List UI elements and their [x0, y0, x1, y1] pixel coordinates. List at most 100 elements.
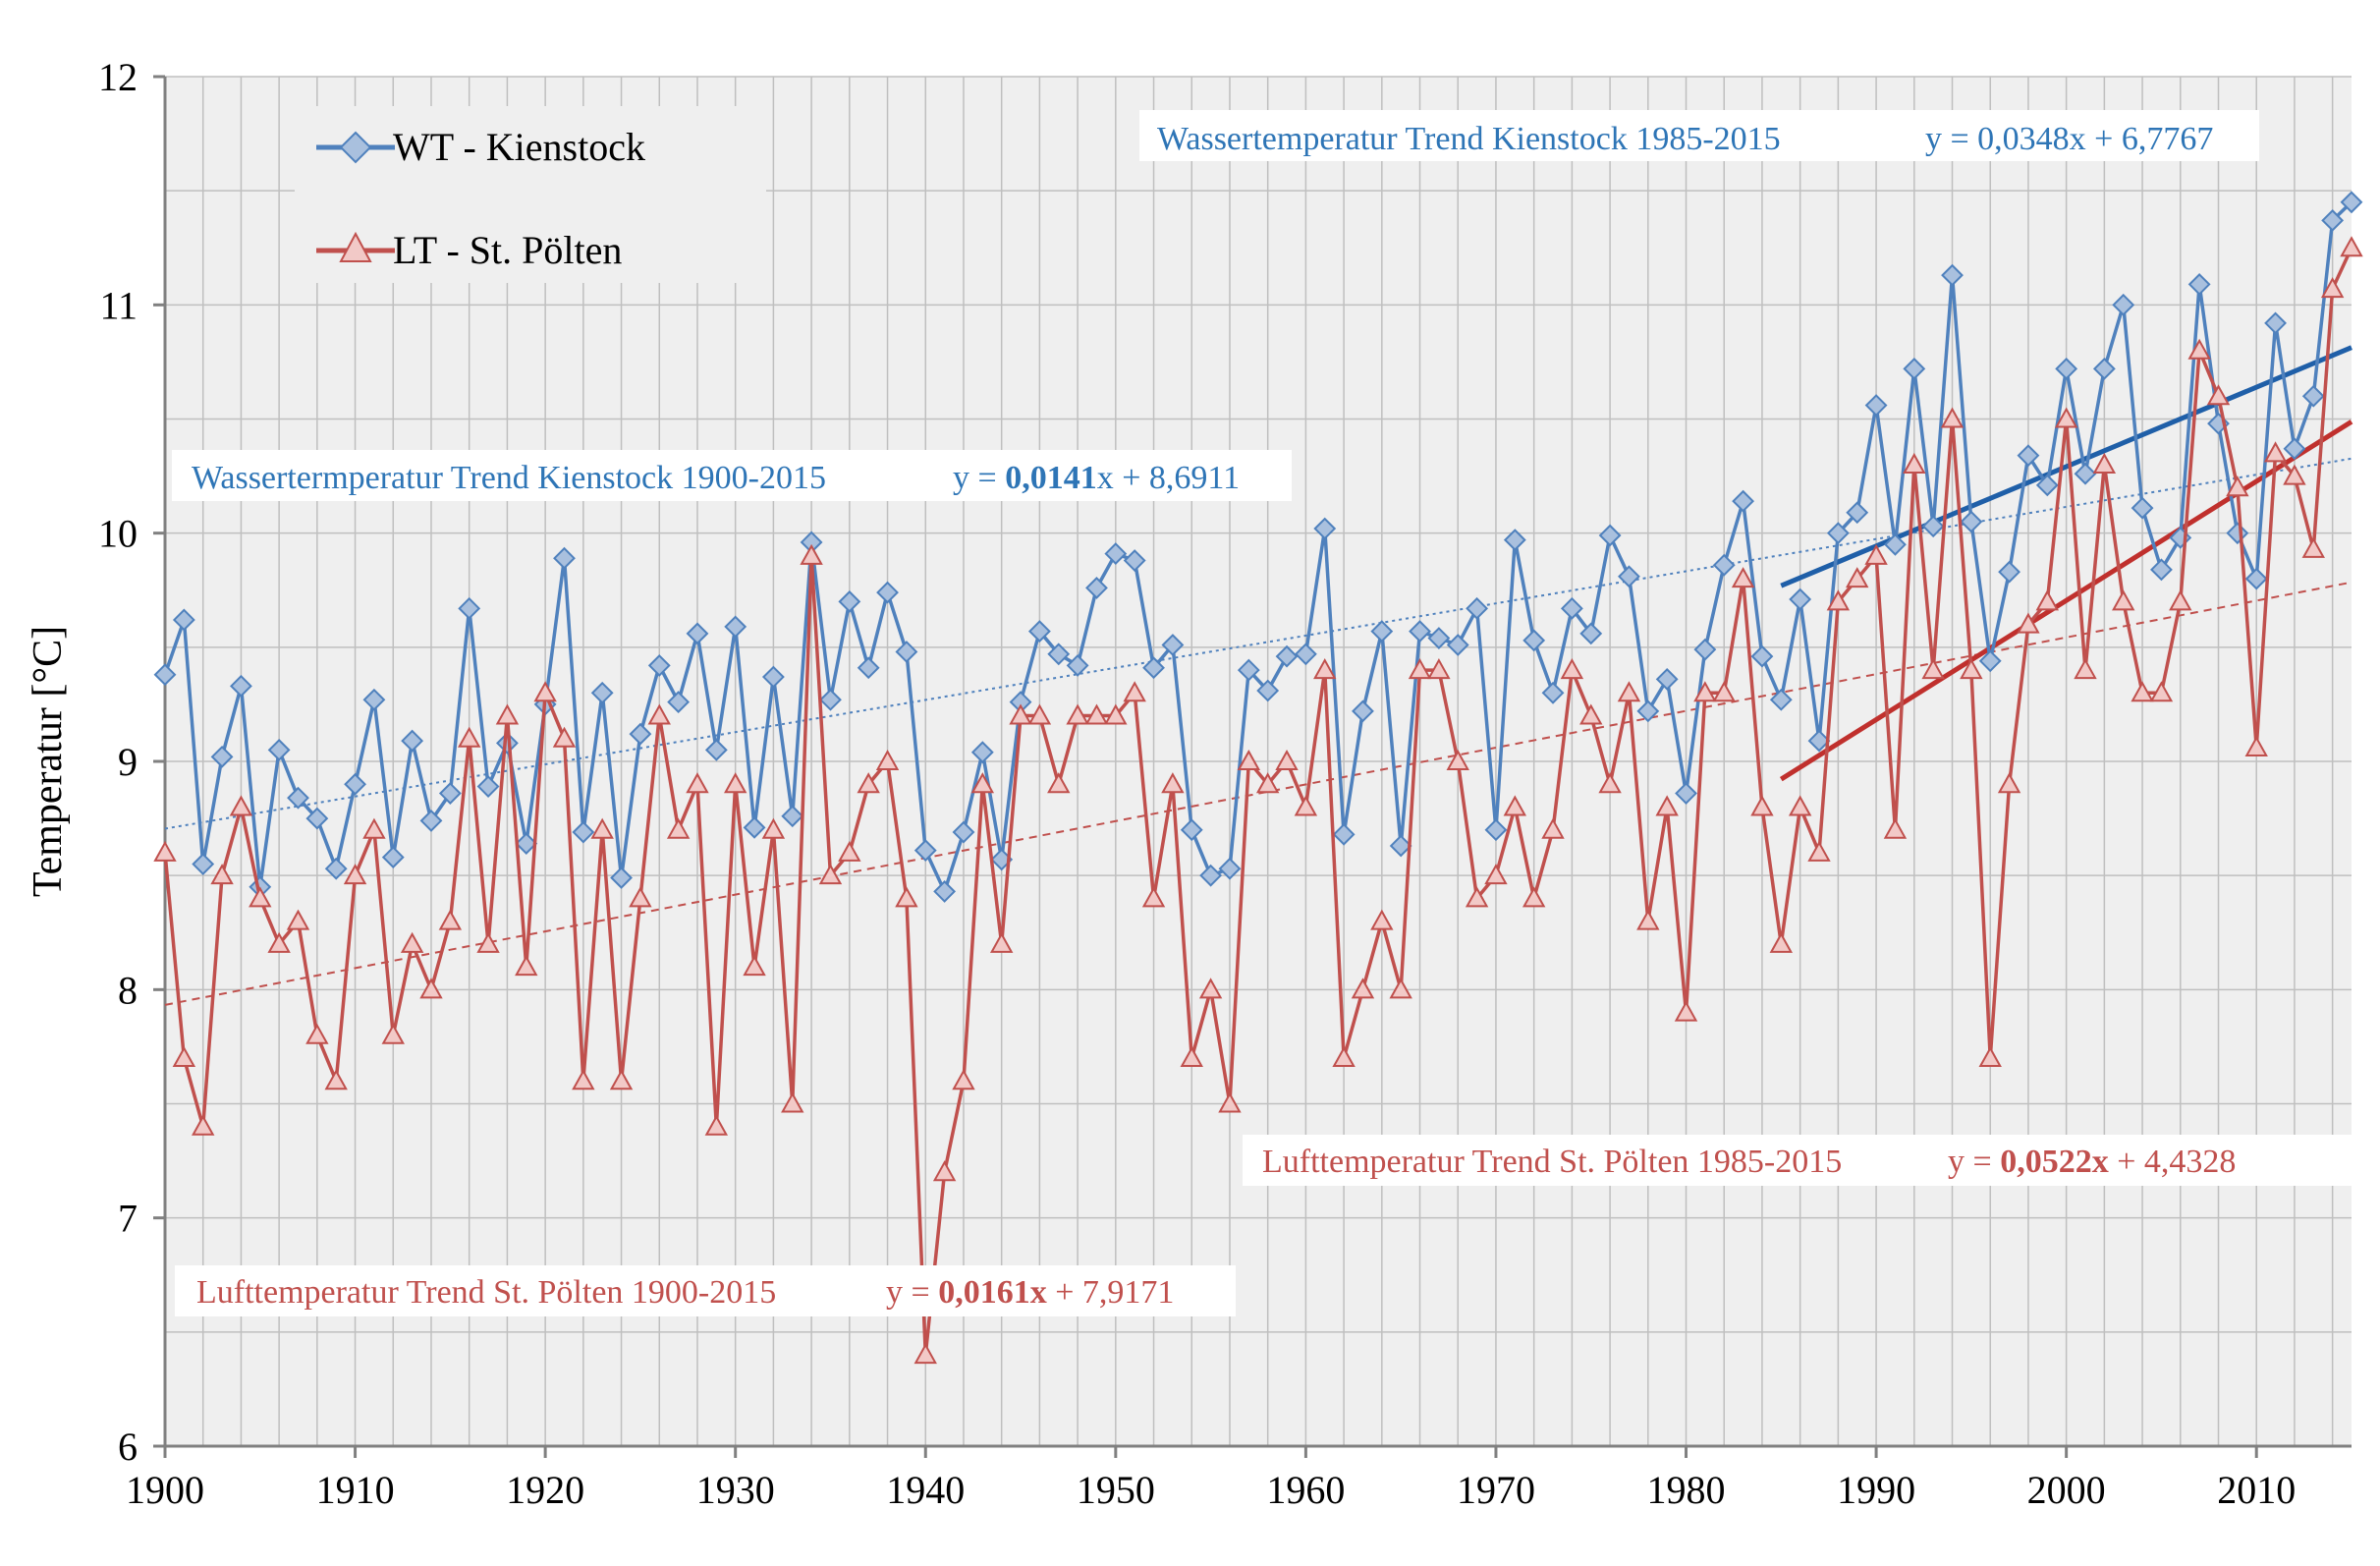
- trend-line: [1779, 419, 2353, 782]
- data-point: [1712, 553, 1736, 577]
- data-point: [1960, 510, 1983, 533]
- wt-long-eq-prefix: y =: [953, 460, 1005, 496]
- data-point: [2112, 293, 2135, 316]
- y-axis-label: Temperatur [°C]: [26, 626, 71, 897]
- data-point: [192, 853, 215, 875]
- data-point: [1732, 489, 1755, 513]
- data-point: [1826, 522, 1850, 545]
- data-point: [1218, 1091, 1242, 1113]
- legend-box: [295, 106, 766, 283]
- data-point: [2263, 441, 2288, 463]
- data-point: [1997, 772, 2021, 794]
- data-point: [1409, 620, 1431, 643]
- data-point: [1066, 703, 1089, 725]
- data-point: [838, 840, 861, 862]
- data-point: [1807, 840, 1831, 862]
- y-tick-label: 12: [98, 55, 138, 99]
- lt-long-trend-label: Lufttemperatur Trend St. Pölten 1900-201…: [196, 1274, 776, 1311]
- data-point: [2320, 277, 2345, 299]
- data-point: [1142, 656, 1165, 680]
- lt-short-eq-suffix: + 4,4328: [2109, 1144, 2237, 1180]
- data-point: [629, 722, 652, 746]
- lt-short-trend-label: Lufttemperatur Trend St. Pölten 1985-201…: [1262, 1144, 1842, 1180]
- data-point: [1921, 658, 1945, 680]
- data-point: [1503, 795, 1527, 816]
- data-point: [400, 931, 424, 953]
- data-point: [1655, 795, 1679, 816]
- data-point: [305, 1023, 329, 1044]
- data-point: [1522, 886, 1546, 908]
- data-point: [1370, 909, 1394, 930]
- lt-short-eq-prefix: y =: [1948, 1144, 2000, 1180]
- data-point: [1655, 667, 1679, 691]
- data-point: [419, 809, 443, 832]
- data-point: [324, 1069, 348, 1091]
- data-point: [838, 589, 861, 613]
- data-point: [1294, 643, 1317, 666]
- data-point: [1693, 681, 1717, 702]
- wt-short-trend-equation: y = 0,0348x + 6,7767: [1925, 121, 2213, 157]
- data-point: [496, 731, 519, 755]
- data-point: [952, 820, 975, 844]
- data-point: [2226, 475, 2249, 497]
- data-point: [381, 1023, 405, 1044]
- data-point: [1066, 654, 1089, 677]
- data-point: [1769, 931, 1794, 953]
- data-point: [324, 857, 348, 880]
- data-point: [229, 795, 253, 816]
- data-point: [1750, 644, 1774, 668]
- trend-line: [164, 457, 2352, 830]
- data-point: [1237, 749, 1261, 770]
- data-point: [1180, 818, 1203, 842]
- data-point: [724, 615, 747, 639]
- data-point: [1009, 703, 1032, 725]
- data-point: [1731, 567, 1755, 588]
- data-point: [1617, 681, 1641, 702]
- wt-short-trend-label: Wassertemperatur Trend Kienstock 1985-20…: [1157, 121, 1781, 157]
- data-point: [761, 817, 786, 839]
- data-point: [1446, 634, 1469, 656]
- data-point: [2131, 496, 2154, 520]
- data-point: [932, 1160, 957, 1182]
- data-point: [686, 772, 709, 794]
- data-point: [743, 815, 766, 839]
- lt-long-eq-prefix: y =: [886, 1274, 938, 1311]
- data-point: [1332, 822, 1356, 846]
- data-point: [1636, 699, 1660, 723]
- data-point: [1750, 795, 1774, 816]
- data-point: [704, 738, 728, 761]
- data-point: [2340, 236, 2363, 257]
- data-point: [1198, 978, 1223, 999]
- data-point: [267, 931, 291, 953]
- data-point: [2074, 462, 2097, 485]
- tick-labels: 1900 1910 1920 1930 1940 1950 1960 1970 1980 1990…: [98, 55, 2296, 1512]
- data-point: [1389, 834, 1412, 858]
- data-series: [153, 191, 2363, 1365]
- data-point: [458, 596, 481, 620]
- data-point: [2321, 208, 2345, 232]
- data-point: [989, 931, 1014, 953]
- data-point: [495, 703, 520, 725]
- data-point: [1313, 517, 1337, 540]
- axes: [153, 75, 2352, 1458]
- data-point: [172, 608, 195, 632]
- data-point: [1104, 542, 1128, 565]
- data-point: [572, 1069, 595, 1091]
- data-point: [2301, 536, 2325, 558]
- data-point: [1560, 596, 1583, 620]
- data-point: [1123, 681, 1146, 702]
- data-point: [913, 839, 937, 863]
- data-point: [210, 864, 234, 885]
- data-point: [1351, 978, 1375, 999]
- data-point: [1027, 620, 1051, 643]
- series-wt-kienstock: [153, 191, 2363, 903]
- data-point: [1427, 627, 1451, 649]
- data-point: [629, 886, 652, 908]
- data-point: [952, 1069, 975, 1091]
- x-tick-label: 1910: [316, 1468, 395, 1512]
- data-point: [1256, 679, 1280, 702]
- data-point: [1275, 644, 1299, 668]
- y-tick-label: 9: [118, 740, 138, 784]
